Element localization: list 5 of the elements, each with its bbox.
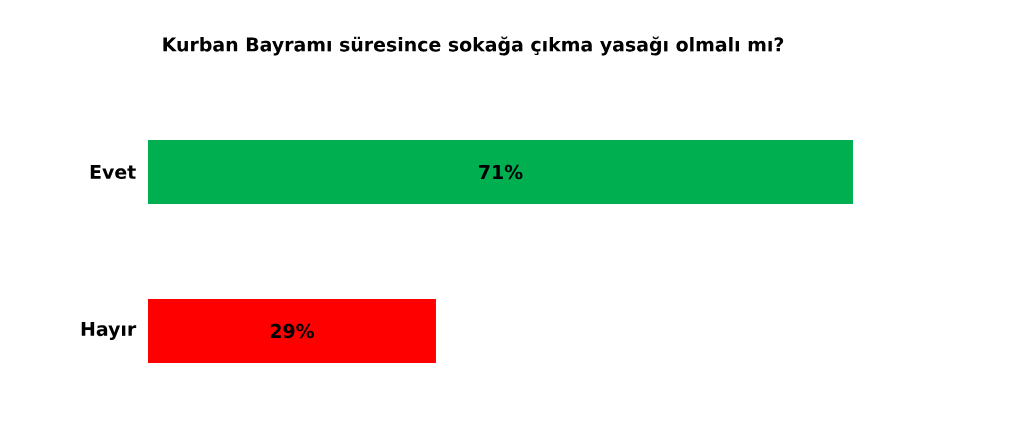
chart-title: Kurban Bayramı süresince sokağa çıkma yasağı olmalı mı?: [163, 36, 784, 56]
data-label: 71%: [479, 164, 523, 180]
y-tick-label: Hayır: [81, 322, 137, 340]
y-tick-label: Evet: [90, 164, 136, 180]
data-label: 29%: [270, 323, 315, 339]
